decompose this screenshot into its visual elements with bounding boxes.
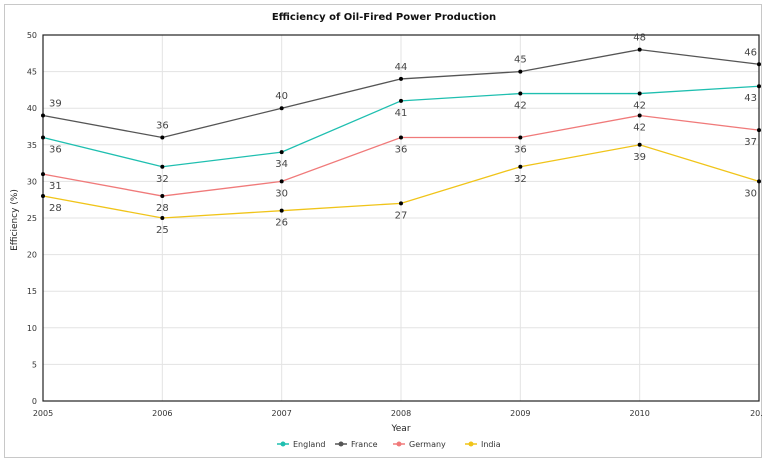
legend-item-france: France <box>335 440 378 449</box>
data-point-germany <box>757 128 761 133</box>
chart-frame: Efficiency of Oil-Fired Power Production… <box>4 4 768 458</box>
y-tick-label: 10 <box>27 324 37 333</box>
legend: England France Germany India <box>277 440 501 449</box>
data-point-germany <box>279 179 284 184</box>
series-layer <box>41 47 761 220</box>
data-label-india: 28 <box>49 203 62 214</box>
data-point-india <box>160 216 165 220</box>
data-label-england: 43 <box>744 93 757 104</box>
legend-label: France <box>351 440 378 449</box>
y-tick-label: 45 <box>27 68 37 77</box>
data-point-germany <box>41 172 45 177</box>
x-tick-label: 2006 <box>152 409 172 418</box>
data-point-france <box>399 76 403 81</box>
data-point-france <box>637 47 642 52</box>
data-label-germany: 28 <box>156 203 169 214</box>
data-labels: 36 32 34 41 42 42 43 39 36 40 44 45 48 46 31 28 30 36 36 42… <box>49 33 757 236</box>
y-tick-label: 50 <box>27 31 37 40</box>
plot-border <box>42 34 760 402</box>
data-point-india <box>637 142 642 147</box>
data-point-england <box>399 98 403 103</box>
legend-item-germany: Germany <box>393 440 446 449</box>
data-label-france: 44 <box>395 62 408 73</box>
y-tick-label: 35 <box>27 141 37 150</box>
data-label-france: 40 <box>275 91 288 102</box>
data-point-india <box>518 164 523 169</box>
y-tick-label: 0 <box>32 397 37 406</box>
data-label-france: 45 <box>514 55 527 66</box>
data-label-india: 25 <box>156 225 169 236</box>
data-label-germany: 31 <box>49 181 62 192</box>
y-tick-label: 20 <box>27 251 37 260</box>
data-label-india: 26 <box>275 218 288 229</box>
data-point-england <box>160 164 165 169</box>
data-label-germany: 36 <box>514 144 527 155</box>
data-label-germany: 36 <box>395 144 408 155</box>
legend-label: Germany <box>409 440 446 449</box>
legend-swatch-marker <box>280 441 286 447</box>
legend-label: England <box>293 440 325 449</box>
x-axis-label: Year <box>390 424 410 434</box>
x-tick-label: 2005 <box>33 409 53 418</box>
chart-title: Efficiency of Oil-Fired Power Production <box>272 12 496 23</box>
data-label-france: 46 <box>744 47 757 58</box>
data-point-germany <box>160 194 165 199</box>
data-label-england: 42 <box>514 101 527 112</box>
data-point-france <box>518 69 523 74</box>
data-point-india <box>757 179 761 184</box>
data-label-england: 34 <box>275 159 288 170</box>
data-point-germany <box>518 135 523 140</box>
data-point-england <box>279 150 284 155</box>
legend-item-england: England <box>277 440 325 449</box>
x-tick-label: 2007 <box>271 409 291 418</box>
data-point-france <box>757 62 761 67</box>
data-label-england: 41 <box>395 108 408 119</box>
data-label-india: 32 <box>514 174 527 185</box>
data-point-france <box>41 113 45 118</box>
legend-swatch-marker <box>338 441 344 447</box>
data-label-england: 32 <box>156 174 169 185</box>
data-point-england <box>41 135 45 140</box>
data-point-india <box>279 208 284 213</box>
data-point-england <box>757 84 761 89</box>
x-tick-label: 2008 <box>391 409 411 418</box>
y-tick-label: 15 <box>27 287 37 296</box>
data-label-india: 39 <box>633 152 646 163</box>
data-label-india: 30 <box>744 188 757 199</box>
x-tick-label: 2010 <box>629 409 649 418</box>
data-label-england: 42 <box>633 101 646 112</box>
data-point-india <box>399 201 403 206</box>
data-point-india <box>41 194 45 199</box>
x-tick-label: 20... <box>750 409 763 418</box>
y-tick-label: 25 <box>27 214 37 223</box>
data-point-france <box>279 106 284 111</box>
y-axis-label: Efficiency (%) <box>10 189 20 251</box>
y-tick-label: 5 <box>32 360 37 369</box>
y-tick-label: 30 <box>27 177 37 186</box>
data-label-france: 39 <box>49 99 62 110</box>
data-point-germany <box>399 135 403 140</box>
data-point-england <box>637 91 642 96</box>
data-label-india: 27 <box>395 210 408 221</box>
data-label-france: 36 <box>156 120 169 131</box>
legend-swatch-marker <box>468 441 474 447</box>
legend-label: India <box>481 440 501 449</box>
data-label-france: 48 <box>633 33 646 44</box>
data-label-germany: 42 <box>633 123 646 134</box>
x-tick-label: 2009 <box>510 409 530 418</box>
legend-swatch-marker <box>396 441 402 447</box>
data-label-germany: 37 <box>744 137 757 148</box>
data-label-germany: 30 <box>275 188 288 199</box>
data-point-france <box>160 135 165 140</box>
data-label-england: 36 <box>49 144 62 155</box>
legend-item-india: India <box>465 440 501 449</box>
axes: 0 5 10 15 20 25 30 35 40 45 50 2005 2006 2007 2008 2009… <box>27 31 768 418</box>
data-point-england <box>518 91 523 96</box>
y-tick-label: 40 <box>27 104 37 113</box>
line-chart: Efficiency of Oil-Fired Power Production… <box>10 12 768 449</box>
data-point-germany <box>637 113 642 118</box>
